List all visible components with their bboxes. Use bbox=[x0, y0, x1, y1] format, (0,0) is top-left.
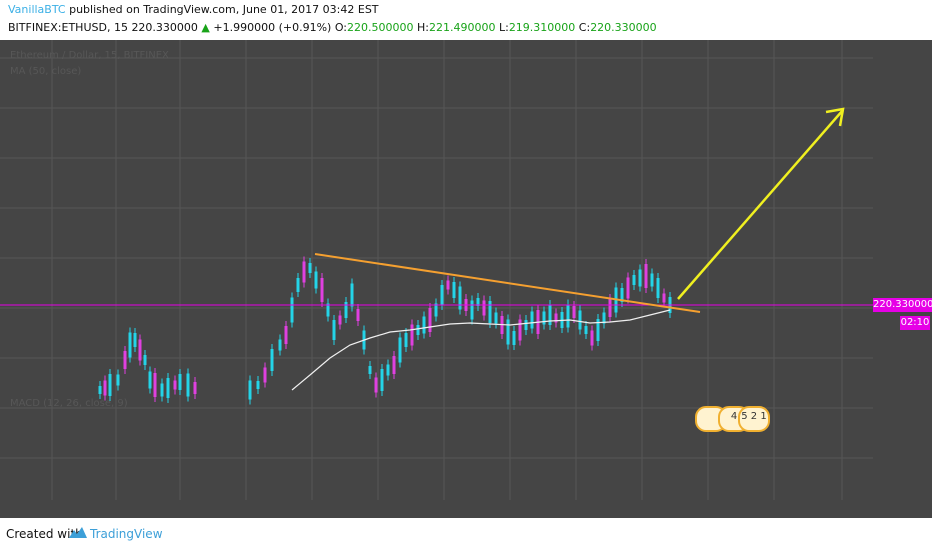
price-chart[interactable] bbox=[0, 40, 932, 518]
low-label: L: bbox=[498, 21, 509, 34]
ohlc-bar: BITFINEX:ETHUSD, 15 220.330000 ▲ +1.9900… bbox=[8, 21, 657, 34]
close-value: 220.330000 bbox=[590, 21, 657, 34]
tradingview-brand[interactable]: TradingView bbox=[90, 527, 163, 541]
tradingview-logo-icon[interactable] bbox=[68, 525, 88, 541]
change-value: +1.990000 (+0.91%) bbox=[213, 21, 332, 34]
event-badge-2[interactable]: 5 2 1 bbox=[738, 406, 770, 432]
footer: Created with TradingView bbox=[0, 518, 932, 550]
high-value: 221.490000 bbox=[428, 21, 496, 34]
close-label: C: bbox=[578, 21, 591, 34]
last-price: 220.330000 bbox=[131, 21, 198, 34]
low-value: 219.310000 bbox=[508, 21, 576, 34]
open-value: 220.500000 bbox=[347, 21, 414, 34]
projection-arrow-line bbox=[677, 109, 844, 300]
chart-title-ghost: Ethereum / Dollar, 15, BITFINEX bbox=[10, 50, 169, 61]
symbol-label: BITFINEX:ETHUSD, 15 bbox=[8, 21, 128, 34]
ma-legend-ghost: MA (50, close) bbox=[10, 66, 82, 77]
projection-arrow-head bbox=[825, 107, 845, 127]
high-label: H: bbox=[417, 21, 429, 34]
publish-text: published on TradingView.com, June 01, 2… bbox=[65, 3, 379, 16]
chart-grid bbox=[0, 40, 873, 500]
open-label: O: bbox=[334, 21, 348, 34]
countdown-tag: 02:10 bbox=[900, 316, 930, 330]
candles bbox=[98, 256, 672, 405]
change-up-icon: ▲ bbox=[201, 21, 210, 34]
chart-area[interactable]: Ethereum / Dollar, 15, BITFINEX MA (50, … bbox=[0, 40, 932, 518]
macd-legend-ghost: MACD (12, 26, close, 9) bbox=[10, 398, 128, 409]
author-link[interactable]: VanillaBTC bbox=[8, 3, 66, 16]
moving-average-line bbox=[291, 309, 671, 391]
descending-trendline bbox=[314, 253, 701, 313]
current-price-tag: 220.330000 bbox=[873, 298, 932, 312]
created-with-text: Created with bbox=[6, 527, 83, 541]
publish-info: VanillaBTC published on TradingView.com,… bbox=[8, 3, 379, 16]
chart-header: VanillaBTC published on TradingView.com,… bbox=[0, 0, 932, 40]
